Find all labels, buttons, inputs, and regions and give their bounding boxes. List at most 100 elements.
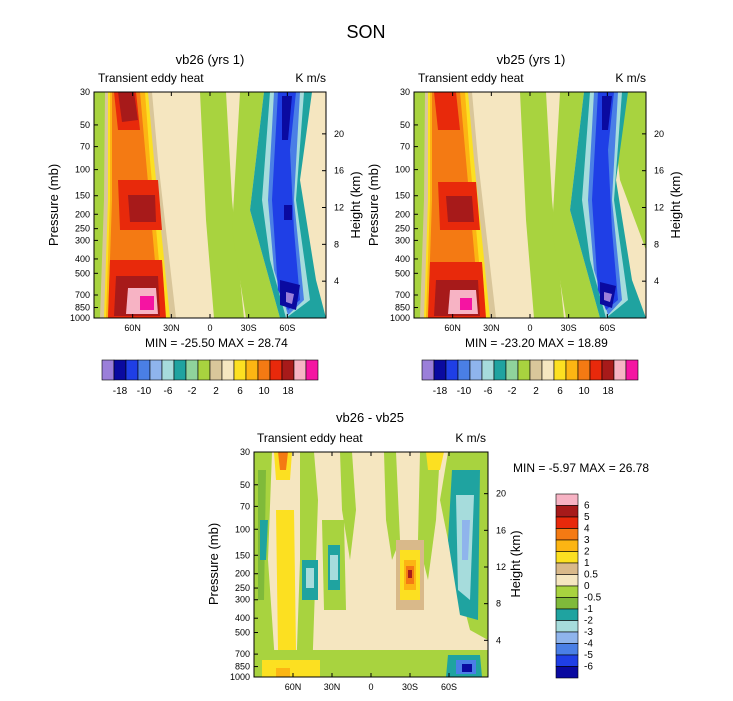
colorbar-label: 6 [557,386,563,397]
plot-area [414,92,646,318]
y-right-tick-label: 8 [496,599,501,609]
colorbar-cell [257,359,271,381]
colorbar-cell [433,359,447,381]
colorbar-cell [161,359,175,381]
colorbar-label: -4 [584,639,593,650]
page-title: SON [346,22,385,42]
left-label: Transient eddy heat [98,71,204,85]
colorbar-cell [493,359,507,381]
plot-area [254,452,488,677]
x-tick-label: 60S [279,323,295,333]
panel-diff: vb26 - vb25 Transient eddy heat K m/s [206,410,649,692]
x-tick-label: 60S [599,323,615,333]
y-right-tick-label: 16 [334,166,344,176]
y-right-tick-label: 8 [654,239,659,249]
y-right-tick-label: 4 [654,276,659,286]
y-tick-label: 250 [395,224,410,234]
min-max: MIN = -5.97 MAX = 26.78 [513,461,649,475]
colorbar-label: -5 [584,650,593,661]
colorbar-cell [173,359,187,381]
colorbar-cell [555,493,579,506]
y-tick-label: 400 [395,254,410,264]
x-tick-label: 0 [207,323,212,333]
y-tick-label: 100 [75,165,90,175]
y-right-tick-label: 12 [496,562,506,572]
y-tick-label: 30 [400,87,410,97]
colorbar-cell [125,359,139,381]
x-tick-label: 30N [324,682,341,692]
y-tick-label: 30 [240,447,250,457]
y-tick-label: 500 [75,268,90,278]
colorbar-label: -2 [188,386,197,397]
colorbar-cell [293,359,307,381]
x-tick-label: 30N [163,323,180,333]
y-tick-label: 50 [80,120,90,130]
colorbar-cell [553,359,567,381]
colorbar-cell [481,359,495,381]
y-tick-label: 100 [235,524,250,534]
panel-title: vb26 - vb25 [336,410,404,425]
colorbar-label: 10 [578,386,590,397]
ylabel: Pressure (mb) [366,164,381,246]
colorbar-cell [101,359,115,381]
y-tick-label: 150 [75,191,90,201]
colorbar-label: 5 [584,512,590,523]
colorbar: -18 -10 -6 -2 2 6 10 18 [101,359,319,397]
colorbar-label: -6 [164,386,173,397]
min-max: MIN = -23.20 MAX = 18.89 [465,336,608,350]
colorbar: -18 -10 -6 -2 2 6 10 18 [421,359,639,397]
colorbar-cell [555,562,579,575]
colorbar-cell [137,359,151,381]
left-label: Transient eddy heat [257,431,363,445]
y-tick-label: 700 [235,649,250,659]
colorbar-label: -3 [584,627,593,638]
y-tick-label: 300 [395,235,410,245]
y-tick-label: 70 [400,142,410,152]
colorbar-cell [529,359,543,381]
colorbar-cell [555,574,579,587]
ylabel-right: Height (km) [348,171,363,238]
colorbar-cell [221,359,235,381]
x-tick-label: 60N [124,323,141,333]
y-tick-label: 1000 [230,672,250,682]
colorbar-cell [577,359,591,381]
colorbar-cell [149,359,163,381]
plot-area [94,92,326,318]
y-right-tick-label: 12 [654,203,664,213]
colorbar-label: 18 [602,386,614,397]
colorbar-label: 2 [533,386,539,397]
colorbar-label: 2 [213,386,219,397]
colorbar-cell [601,359,615,381]
colorbar-cell [185,359,199,381]
colorbar-cell [469,359,483,381]
panel-title: vb26 (yrs 1) [176,52,245,67]
colorbar-label: 10 [258,386,270,397]
min-max: MIN = -25.50 MAX = 28.74 [145,336,288,350]
colorbar-cell [233,359,247,381]
ylabel: Pressure (mb) [46,164,61,246]
y-right-tick-label: 16 [496,525,506,535]
right-label: K m/s [615,71,646,85]
colorbar-label: -18 [433,386,448,397]
y-tick-label: 300 [235,595,250,605]
colorbar-cell [555,528,579,541]
y-right-tick-label: 4 [496,635,501,645]
colorbar-label: 6 [237,386,243,397]
colorbar-label: -6 [584,662,593,673]
colorbar-cell [113,359,127,381]
y-tick-label: 400 [75,254,90,264]
colorbar-cell [555,620,579,633]
colorbar-cell [555,551,579,564]
colorbar-label: -10 [137,386,152,397]
y-tick-label: 1000 [390,313,410,323]
x-tick-label: 60N [285,682,302,692]
right-label: K m/s [295,71,326,85]
y-tick-label: 500 [235,628,250,638]
colorbar-label: 18 [282,386,294,397]
y-tick-label: 70 [80,142,90,152]
colorbar-label: -0.5 [584,593,602,604]
colorbar-cell [421,359,435,381]
colorbar-cell [541,359,555,381]
